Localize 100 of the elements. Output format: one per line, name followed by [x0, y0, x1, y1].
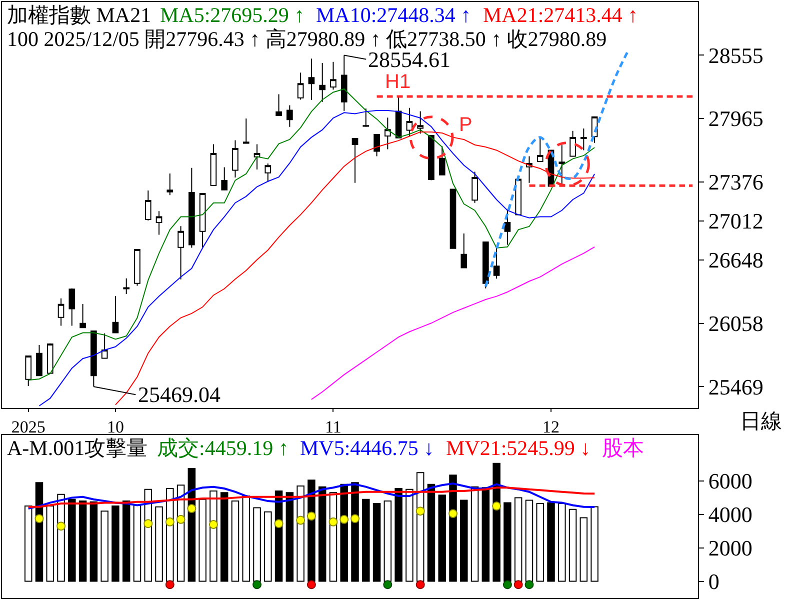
y-tick-label: 26648: [708, 248, 764, 273]
line-series: [114, 131, 596, 406]
point: [514, 580, 523, 590]
candlestick: [460, 232, 468, 268]
candlestick: [570, 130, 576, 157]
legend-label: 股本: [602, 436, 644, 460]
candlestick: [352, 138, 358, 184]
y-tick-label: 27376: [708, 170, 764, 194]
bar: [100, 510, 108, 582]
chart-title: A-M.001攻擊量: [7, 436, 148, 460]
bar: [438, 494, 446, 582]
candlestick: [493, 248, 500, 280]
candlestick: [330, 61, 336, 90]
point: [144, 519, 153, 528]
bar: [112, 506, 120, 582]
candlestick: [68, 288, 76, 326]
point: [492, 502, 502, 511]
candlestick: [428, 135, 434, 181]
x-tick-label: 2025: [11, 417, 46, 436]
point: [274, 519, 284, 528]
candlestick: [482, 242, 489, 289]
line-series: [310, 246, 596, 400]
annotation: P: [459, 114, 472, 136]
point: [165, 517, 174, 526]
bar: [525, 500, 534, 582]
candlestick: [276, 94, 282, 116]
bar: [286, 492, 294, 582]
point: [416, 506, 425, 516]
bar: [362, 498, 370, 582]
candlestick: [558, 144, 566, 186]
point: [502, 580, 512, 590]
bar: [198, 498, 206, 582]
point: [383, 580, 392, 590]
series-label: MV21:5245.99 ↓: [446, 436, 591, 460]
bar: [46, 506, 54, 582]
point: [328, 517, 338, 526]
x-tick-label: 12: [542, 417, 560, 436]
candlestick: [123, 278, 130, 295]
candlestick: [362, 108, 370, 128]
bar: [406, 488, 414, 582]
candlestick: [384, 117, 391, 150]
candlestick: [166, 173, 174, 196]
bar: [372, 503, 381, 582]
candlestick: [308, 58, 315, 100]
point: [306, 512, 316, 521]
bar: [568, 508, 577, 582]
candlestick: [178, 226, 184, 280]
candlestick: [472, 171, 478, 204]
bar: [122, 500, 130, 582]
bar: [536, 503, 544, 582]
bar: [580, 517, 588, 582]
line-series: [27, 482, 596, 510]
candlestick: [374, 134, 380, 157]
candlestick: [395, 96, 402, 138]
text: MA21:27413.44 ↑: [483, 3, 638, 27]
point: [306, 580, 316, 590]
line-series: [484, 51, 628, 288]
text: MA10:27448.34 ↑: [316, 3, 472, 27]
candlestick: [536, 137, 544, 162]
candlestick: [46, 342, 54, 374]
line-series: [27, 486, 596, 508]
bar: [384, 500, 392, 582]
candlestick: [80, 304, 86, 328]
y-tick-label: 6000: [708, 468, 752, 494]
bar: [470, 486, 479, 582]
point: [416, 580, 425, 590]
bar: [558, 503, 566, 582]
candlestick: [199, 193, 206, 248]
candlestick: [101, 332, 108, 359]
bar: [514, 497, 522, 582]
annotation: 25469.04: [138, 382, 220, 407]
y-tick-label: 2000: [708, 536, 752, 561]
candlestick: [504, 209, 511, 246]
bar: [547, 502, 555, 582]
candlestick: [580, 128, 587, 151]
chart-title: 加權指數 MA21: [7, 3, 152, 27]
candlestick: [221, 166, 228, 190]
point: [56, 522, 66, 531]
point: [252, 580, 262, 590]
bar: [231, 500, 240, 582]
candlestick: [156, 210, 162, 236]
y-tick-label: 4000: [708, 502, 752, 528]
point: [187, 504, 196, 514]
bar: [482, 487, 490, 582]
candlestick: [144, 190, 152, 221]
point: [524, 580, 534, 590]
text: MA5:27695.29 ↑: [160, 3, 305, 27]
bar: [155, 506, 163, 582]
point: [176, 514, 186, 524]
candlestick: [36, 344, 42, 376]
bar: [504, 502, 512, 582]
candlestick: [264, 163, 272, 182]
candlestick: [515, 178, 522, 216]
text: 100 2025/12/05 開27796.43 ↑ 高27980.89 ↑ 低27738.50 ↑ 收27980.89: [7, 27, 607, 51]
x-axis-title: 日線: [740, 409, 782, 433]
point: [165, 580, 174, 590]
x-tick-label: 10: [106, 417, 124, 436]
candlestick: [232, 140, 238, 178]
x-tick-label: 11: [325, 417, 342, 436]
candlestick: [134, 248, 140, 286]
